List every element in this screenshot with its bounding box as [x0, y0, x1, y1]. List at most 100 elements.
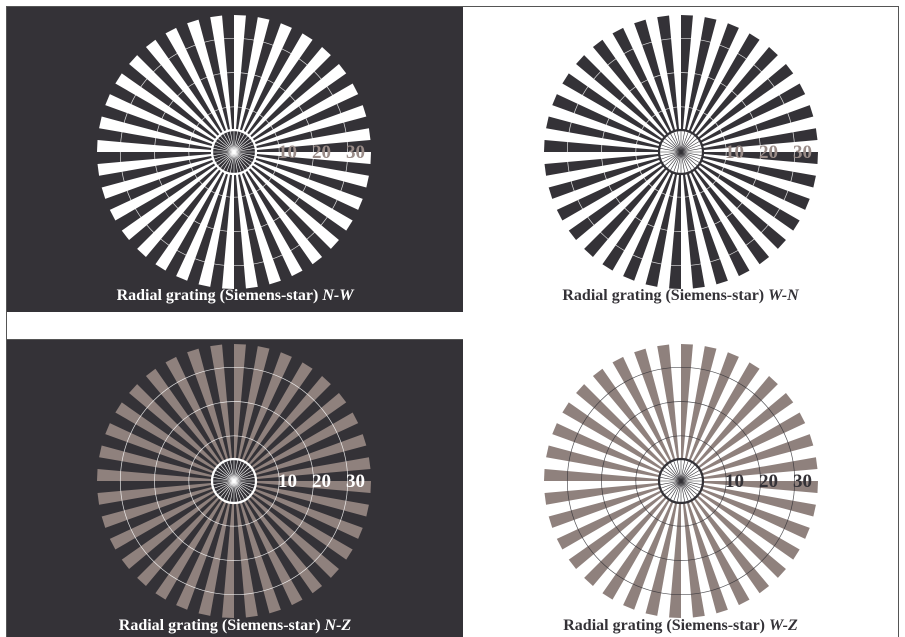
center-rays	[659, 130, 703, 174]
center-rays	[212, 459, 256, 503]
center-ray	[680, 151, 702, 160]
center-ray	[216, 480, 235, 496]
spoke	[584, 152, 681, 257]
center-ray	[680, 466, 699, 482]
scale-label-30: 30	[793, 471, 812, 492]
spoke	[568, 152, 681, 241]
caption-w-z: Radial grating (Siemens-star) W-Z	[463, 617, 898, 635]
spoke	[234, 344, 246, 481]
center-ray	[214, 480, 235, 493]
spoke	[165, 27, 234, 153]
center-ray	[673, 480, 682, 502]
spoke	[681, 481, 750, 606]
center-rays	[659, 459, 703, 503]
spoke	[198, 152, 234, 287]
center-ray	[680, 131, 689, 153]
spoke	[234, 152, 371, 164]
scale-label-20: 20	[312, 471, 331, 492]
caption-text: Radial grating (Siemens-star)	[116, 287, 319, 304]
center-ray	[212, 480, 235, 486]
scale-label-20: 20	[312, 142, 331, 163]
spoke	[612, 356, 681, 481]
spoke	[681, 33, 760, 152]
center-ray	[233, 134, 249, 153]
spoke	[681, 412, 806, 481]
spoke	[222, 152, 234, 289]
center-ray	[233, 469, 254, 482]
center-ray	[219, 463, 235, 482]
center-ray	[663, 480, 682, 496]
center-ray	[222, 132, 235, 153]
spoke	[234, 152, 281, 285]
center-ray	[680, 151, 696, 170]
center-ray	[666, 463, 682, 482]
center-ray	[680, 480, 686, 503]
spoke	[681, 346, 717, 481]
spoke	[681, 17, 717, 152]
center-ray	[680, 151, 701, 164]
spoke	[681, 457, 818, 481]
spoke	[592, 39, 681, 152]
center-ray	[680, 151, 703, 157]
scale-ring-2	[601, 401, 761, 561]
center-ray	[233, 459, 239, 482]
spoke	[234, 481, 371, 493]
center-ray	[660, 144, 682, 153]
center-ray	[233, 480, 246, 501]
spoke	[602, 152, 681, 271]
spoke	[681, 481, 728, 614]
spoke	[544, 152, 681, 176]
spoke	[234, 152, 353, 231]
spoke	[234, 481, 339, 578]
spoke	[121, 481, 234, 570]
center-ray	[669, 151, 682, 172]
spoke	[234, 412, 359, 481]
center-ray	[659, 476, 682, 482]
spoke	[234, 128, 371, 152]
center-ray	[233, 473, 255, 482]
spoke	[234, 152, 258, 289]
center-ray	[680, 137, 699, 153]
center-ray	[680, 476, 703, 482]
center-ray	[659, 480, 682, 486]
center-ray	[216, 137, 235, 153]
center-ray	[216, 151, 235, 167]
center-ray	[213, 151, 235, 160]
spoke	[137, 152, 234, 257]
scale-ring-2	[601, 72, 761, 232]
spoke	[681, 481, 816, 517]
scale-label-20: 20	[759, 142, 778, 163]
center-ray	[226, 480, 235, 502]
center-ray	[661, 151, 682, 164]
spoke	[234, 105, 367, 152]
center-ray	[233, 461, 246, 482]
center-ray	[226, 131, 235, 153]
siemens-star-w-n: 10 20 30	[463, 7, 898, 312]
center-ray	[680, 480, 689, 502]
center-ray	[233, 476, 256, 482]
spoke	[187, 348, 234, 481]
spoke	[681, 128, 818, 152]
center-ray	[212, 151, 235, 157]
spoke	[669, 481, 681, 618]
spoke	[681, 481, 786, 578]
spoke	[234, 362, 313, 481]
center-ray	[680, 144, 702, 153]
spoke	[645, 152, 681, 287]
spoke	[234, 376, 331, 481]
spoke	[234, 481, 323, 594]
center-ray	[680, 461, 693, 482]
spoke	[681, 481, 818, 493]
center-ray	[663, 151, 682, 167]
siemens-star-panel-w-n: 10 20 30 Radial grating (Siemens-star) W-N	[463, 7, 898, 312]
spoke	[568, 481, 681, 570]
center-ray	[661, 140, 682, 153]
spoke	[552, 423, 681, 481]
spoke	[681, 481, 800, 560]
spoke	[681, 152, 816, 188]
center-ray	[660, 480, 682, 489]
spoke	[681, 47, 778, 152]
spoke	[198, 481, 234, 616]
scale-ring-3	[119, 366, 349, 596]
spoke	[681, 481, 810, 539]
